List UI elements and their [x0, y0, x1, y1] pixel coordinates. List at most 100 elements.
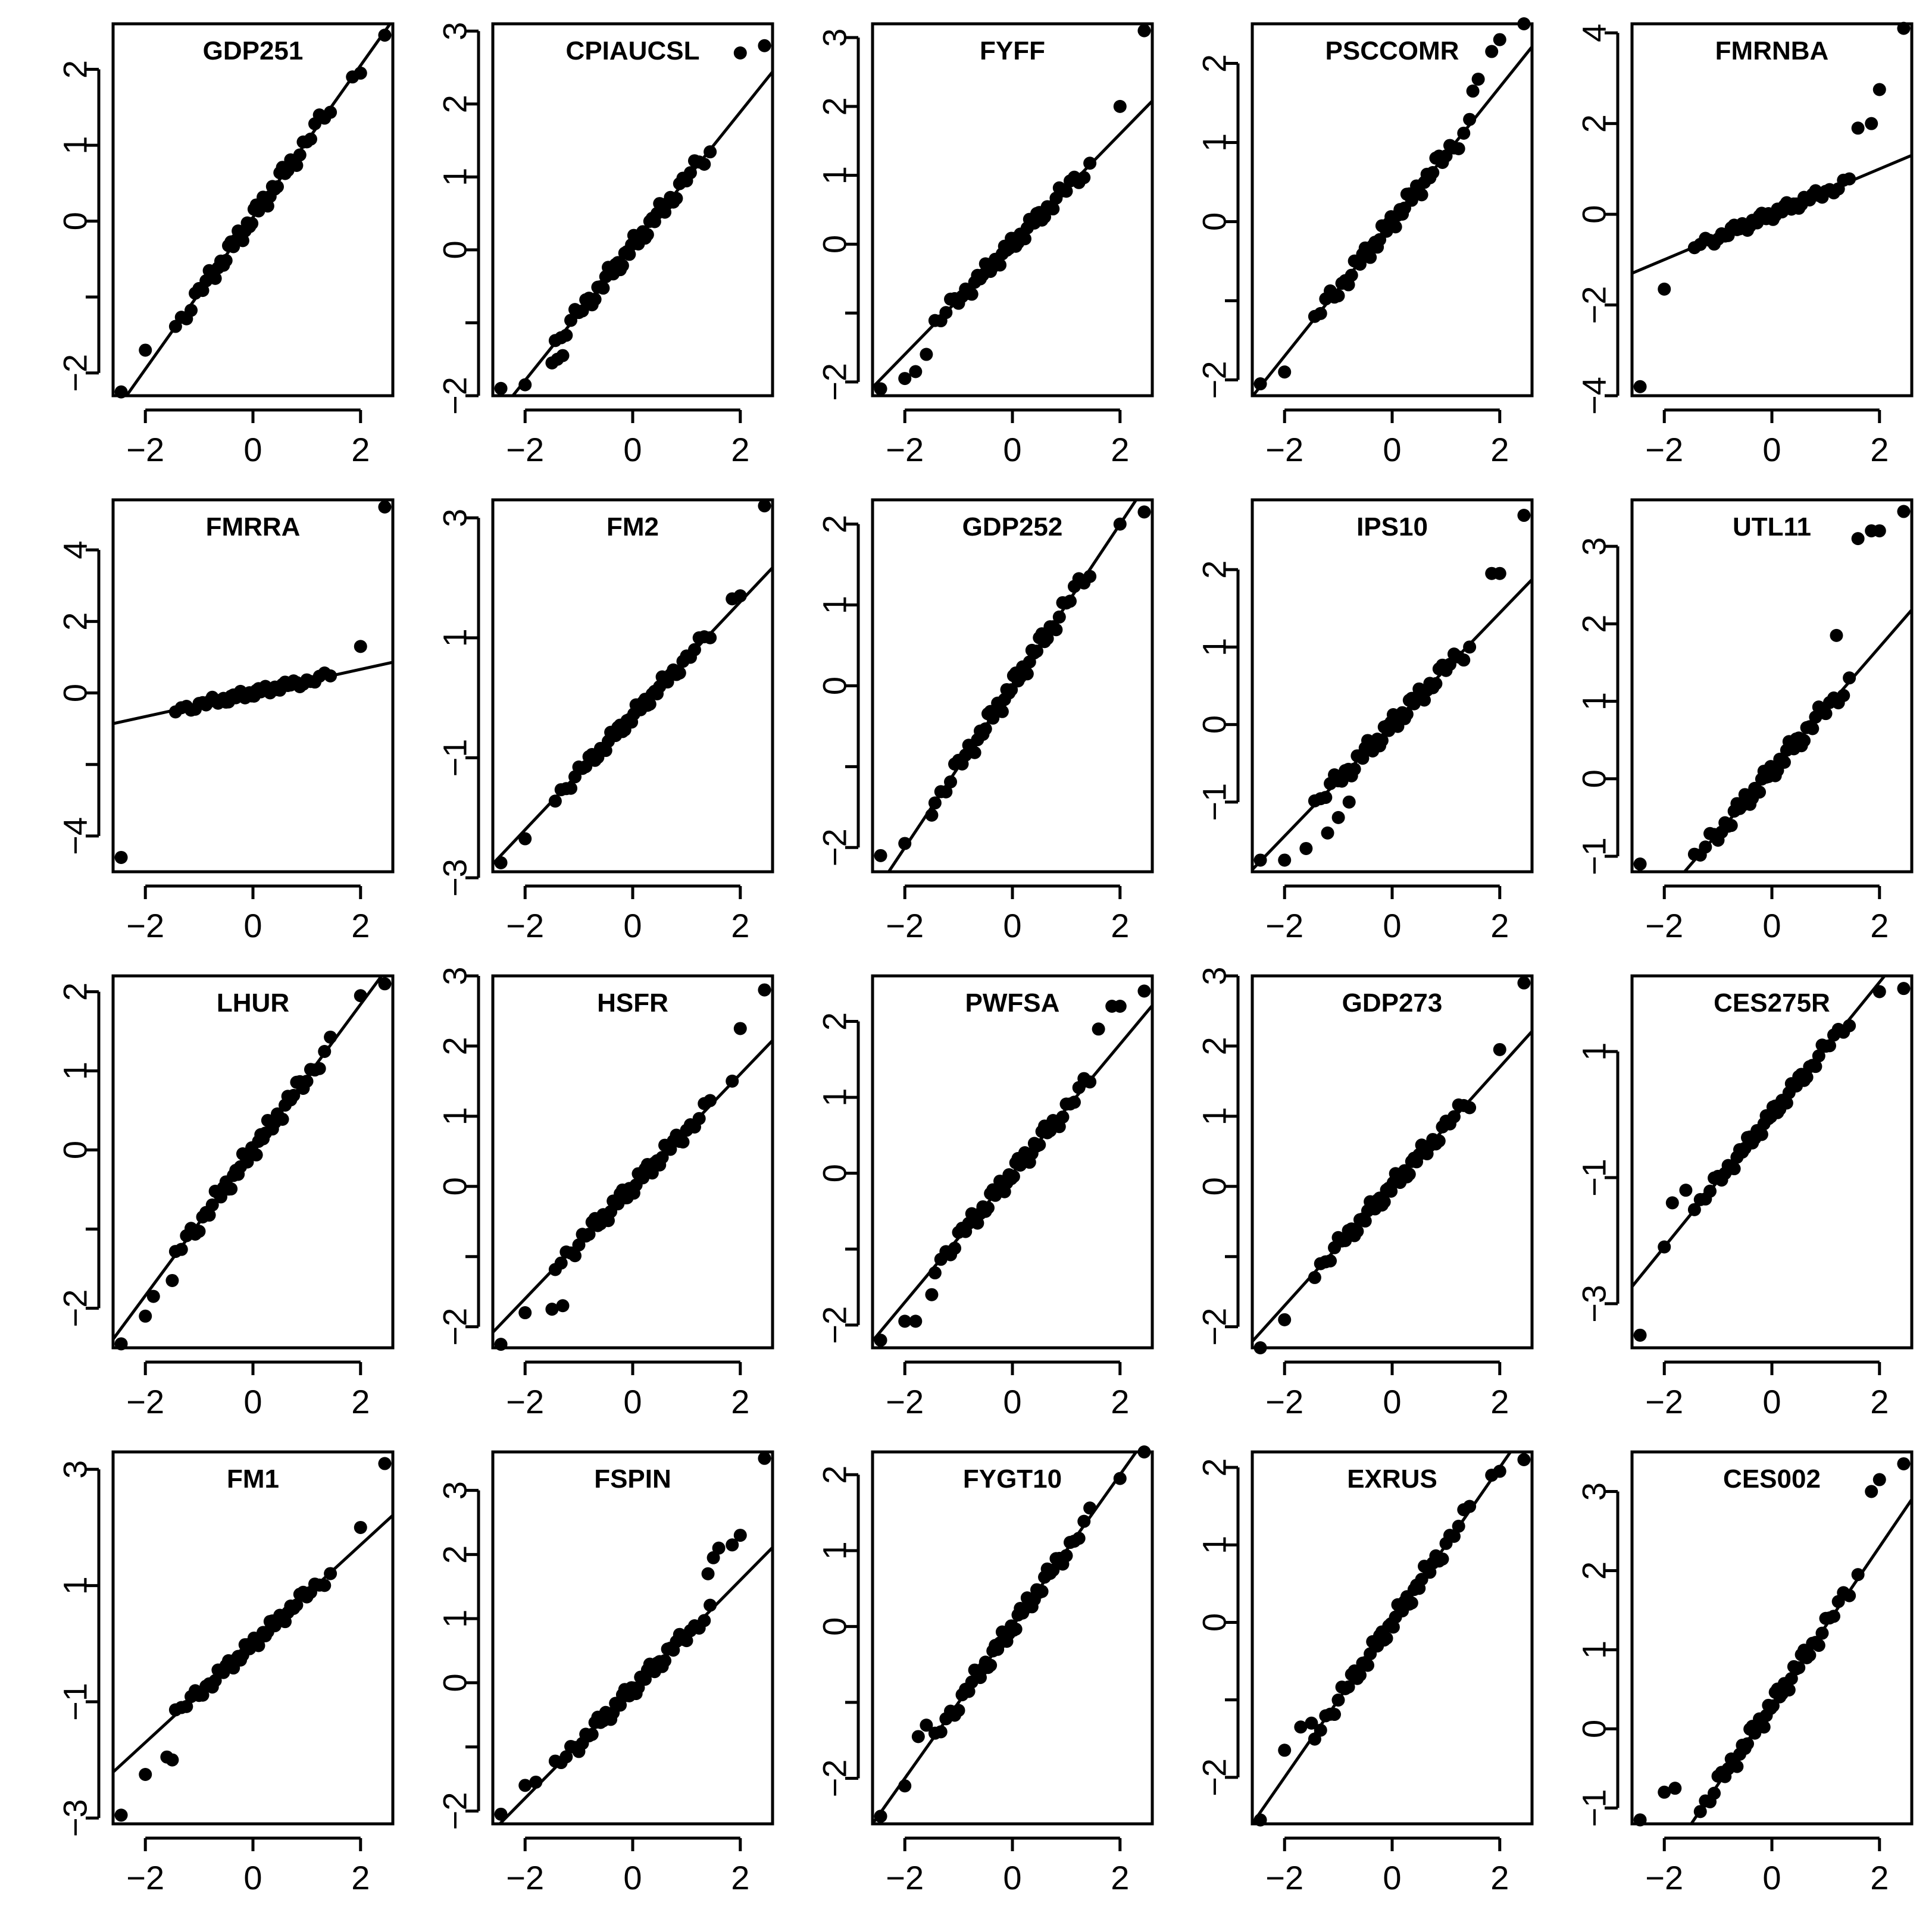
x-tick-label: −2: [506, 1383, 544, 1420]
y-tick-label: 1: [1196, 1536, 1233, 1554]
qq-point: [271, 180, 285, 193]
y-tick-label: −2: [436, 1792, 474, 1830]
qq-point: [1665, 1196, 1679, 1210]
qq-point: [1077, 1514, 1091, 1528]
x-tick-label: 0: [243, 431, 262, 468]
y-tick-label: 2: [1575, 1561, 1613, 1580]
x-tick-label: 2: [1111, 1383, 1129, 1420]
qq-point: [1897, 1457, 1911, 1470]
qq-panel-hsfr: HSFR −2 0 2 −2 0 1 2 3: [436, 966, 774, 1420]
y-tick-label: 3: [436, 966, 474, 985]
x-tick-label: −2: [1645, 1859, 1683, 1896]
qq-point: [925, 1288, 939, 1301]
y-tick-label: 2: [57, 982, 94, 1001]
qq-point: [165, 1273, 179, 1287]
qq-panel-utl11: UTL11 −2 0 2 −1 0 1 2 3: [1575, 498, 1914, 944]
x-tick-label: −2: [1265, 1859, 1303, 1896]
y-tick-label: 2: [436, 1545, 474, 1564]
qq-point: [1755, 1128, 1768, 1141]
y-tick-label: 0: [57, 684, 94, 702]
x-tick-label: 0: [623, 907, 642, 944]
qq-point: [1077, 171, 1091, 184]
y-tick-label: −2: [436, 377, 474, 415]
qq-point: [680, 1634, 693, 1648]
x-tick-label: 2: [731, 1383, 749, 1420]
qq-point: [1809, 1060, 1822, 1073]
qq-point: [1757, 1720, 1771, 1734]
qq-point: [290, 1598, 304, 1612]
qq-point: [1830, 628, 1843, 642]
x-tick-label: 2: [351, 431, 370, 468]
x-tick-label: −2: [126, 907, 164, 944]
qq-point: [1463, 1101, 1477, 1115]
plot-frame: [1251, 1450, 1534, 1826]
qq-point: [1843, 172, 1856, 186]
qq-point: [1059, 184, 1073, 198]
qq-point: [1668, 1782, 1682, 1795]
panel-title: FYFF: [980, 36, 1045, 65]
qq-point: [1827, 1610, 1840, 1623]
qq-point: [1020, 667, 1034, 681]
qq-panel-fm2: FM2 −2 0 2 −3 −1 1 3: [436, 498, 774, 944]
qq-point: [1314, 1723, 1327, 1737]
qq-point: [1851, 1568, 1865, 1582]
y-tick-label: 3: [436, 22, 474, 40]
qq-point: [1331, 289, 1345, 303]
qq-point: [978, 722, 992, 735]
qq-point: [1436, 1552, 1449, 1566]
x-tick-label: 2: [1490, 1859, 1509, 1896]
x-tick-label: −2: [886, 1859, 924, 1896]
qq-point: [548, 794, 562, 808]
plot-frame: [871, 498, 1154, 874]
qq-point: [1331, 1694, 1345, 1707]
qq-point: [554, 1256, 568, 1270]
qq-point: [1740, 1737, 1754, 1751]
qq-point: [874, 849, 887, 862]
qq-point: [588, 293, 602, 306]
x-tick-label: 2: [1870, 907, 1889, 944]
qq-point: [1843, 671, 1856, 685]
qq-point: [572, 1238, 586, 1252]
plot-frame: [1251, 974, 1534, 1350]
qq-panel-ces002: CES002 −2 0 2 −1 0 1 2 3: [1575, 1450, 1914, 1896]
qq-point: [1364, 251, 1377, 264]
qq-point: [300, 1075, 314, 1088]
qq-point: [1389, 220, 1402, 234]
y-tick-label: 2: [816, 1466, 854, 1484]
y-tick-label: −3: [1575, 1285, 1613, 1323]
y-tick-label: 2: [436, 1037, 474, 1055]
qq-point: [925, 808, 939, 822]
plot-frame: [491, 22, 774, 397]
y-tick-label: −1: [436, 739, 474, 777]
qq-point: [1278, 365, 1292, 379]
y-tick-label: 1: [436, 168, 474, 186]
qq-point: [245, 217, 259, 230]
y-tick-label: 2: [436, 95, 474, 113]
qq-point: [1872, 1473, 1886, 1486]
panel-title: FMRNBA: [1715, 36, 1829, 65]
x-tick-label: 0: [623, 1383, 642, 1420]
qq-point: [993, 258, 1007, 272]
qq-point: [1851, 121, 1865, 135]
qq-point: [1092, 1022, 1105, 1036]
qq-point: [556, 1299, 570, 1313]
x-tick-label: −2: [506, 431, 544, 468]
qq-point: [174, 1242, 188, 1256]
y-tick-label: 1: [436, 1107, 474, 1125]
qq-point: [1418, 693, 1431, 707]
qq-point: [576, 304, 589, 318]
y-tick-label: 0: [57, 1141, 94, 1159]
x-tick-label: 0: [243, 1859, 262, 1896]
qq-point: [1797, 734, 1811, 747]
y-tick-label: 1: [1575, 1043, 1613, 1061]
qq-point: [324, 105, 337, 119]
qq-point: [139, 343, 152, 357]
qq-point: [909, 1314, 923, 1328]
qq-point: [1319, 791, 1333, 805]
qq-point: [324, 1030, 337, 1044]
qq-point: [1035, 1585, 1049, 1598]
qq-point: [1324, 1254, 1337, 1267]
qq-point: [1321, 826, 1334, 840]
x-tick-label: 2: [1870, 1859, 1889, 1896]
